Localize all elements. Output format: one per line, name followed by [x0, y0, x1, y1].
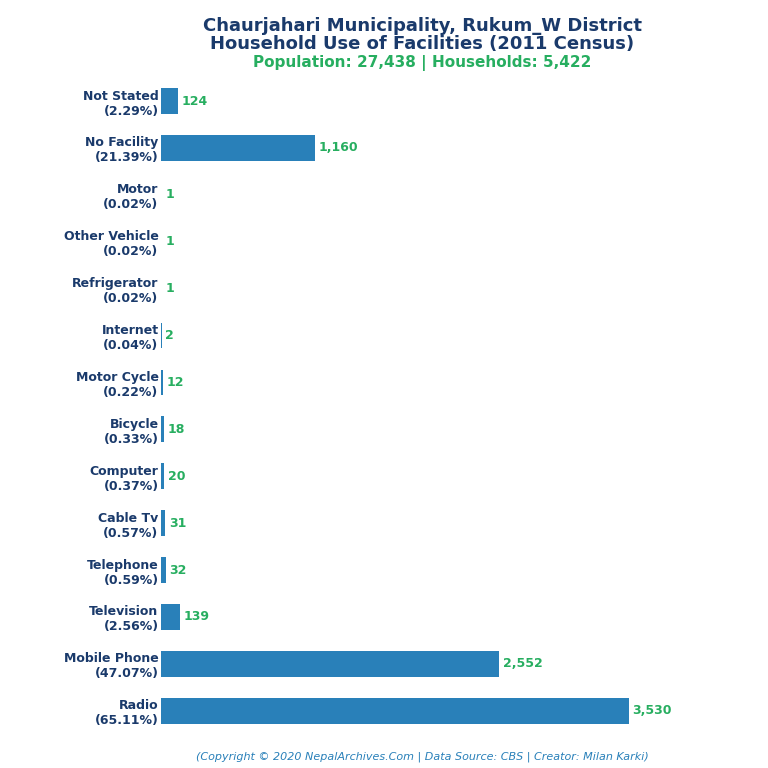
Text: 2: 2 — [165, 329, 174, 342]
Text: 1: 1 — [165, 188, 174, 201]
Text: 31: 31 — [169, 517, 187, 530]
Bar — [161, 698, 629, 723]
Text: 139: 139 — [184, 611, 210, 624]
Text: 32: 32 — [169, 564, 187, 577]
Text: Household Use of Facilities (2011 Census): Household Use of Facilities (2011 Census… — [210, 35, 634, 52]
Bar — [161, 135, 315, 161]
Text: 2,552: 2,552 — [503, 657, 543, 670]
Text: Chaurjahari Municipality, Rukum_W District: Chaurjahari Municipality, Rukum_W Distri… — [203, 17, 642, 35]
Text: 1,160: 1,160 — [319, 141, 358, 154]
Text: 1: 1 — [165, 282, 174, 295]
Bar — [161, 463, 164, 489]
Text: 12: 12 — [167, 376, 184, 389]
Text: 124: 124 — [181, 94, 207, 108]
Text: 20: 20 — [167, 470, 185, 483]
Bar — [161, 88, 177, 114]
Text: 18: 18 — [167, 423, 185, 435]
Bar — [161, 651, 499, 677]
Bar — [161, 510, 165, 536]
Text: 1: 1 — [165, 235, 174, 248]
Bar — [161, 557, 166, 583]
Text: 3,530: 3,530 — [633, 704, 672, 717]
Bar — [161, 604, 180, 630]
Bar — [161, 416, 164, 442]
Bar — [161, 369, 163, 396]
Text: Population: 27,438 | Households: 5,422: Population: 27,438 | Households: 5,422 — [253, 55, 591, 71]
Text: (Copyright © 2020 NepalArchives.Com | Data Source: CBS | Creator: Milan Karki): (Copyright © 2020 NepalArchives.Com | Da… — [196, 751, 649, 762]
